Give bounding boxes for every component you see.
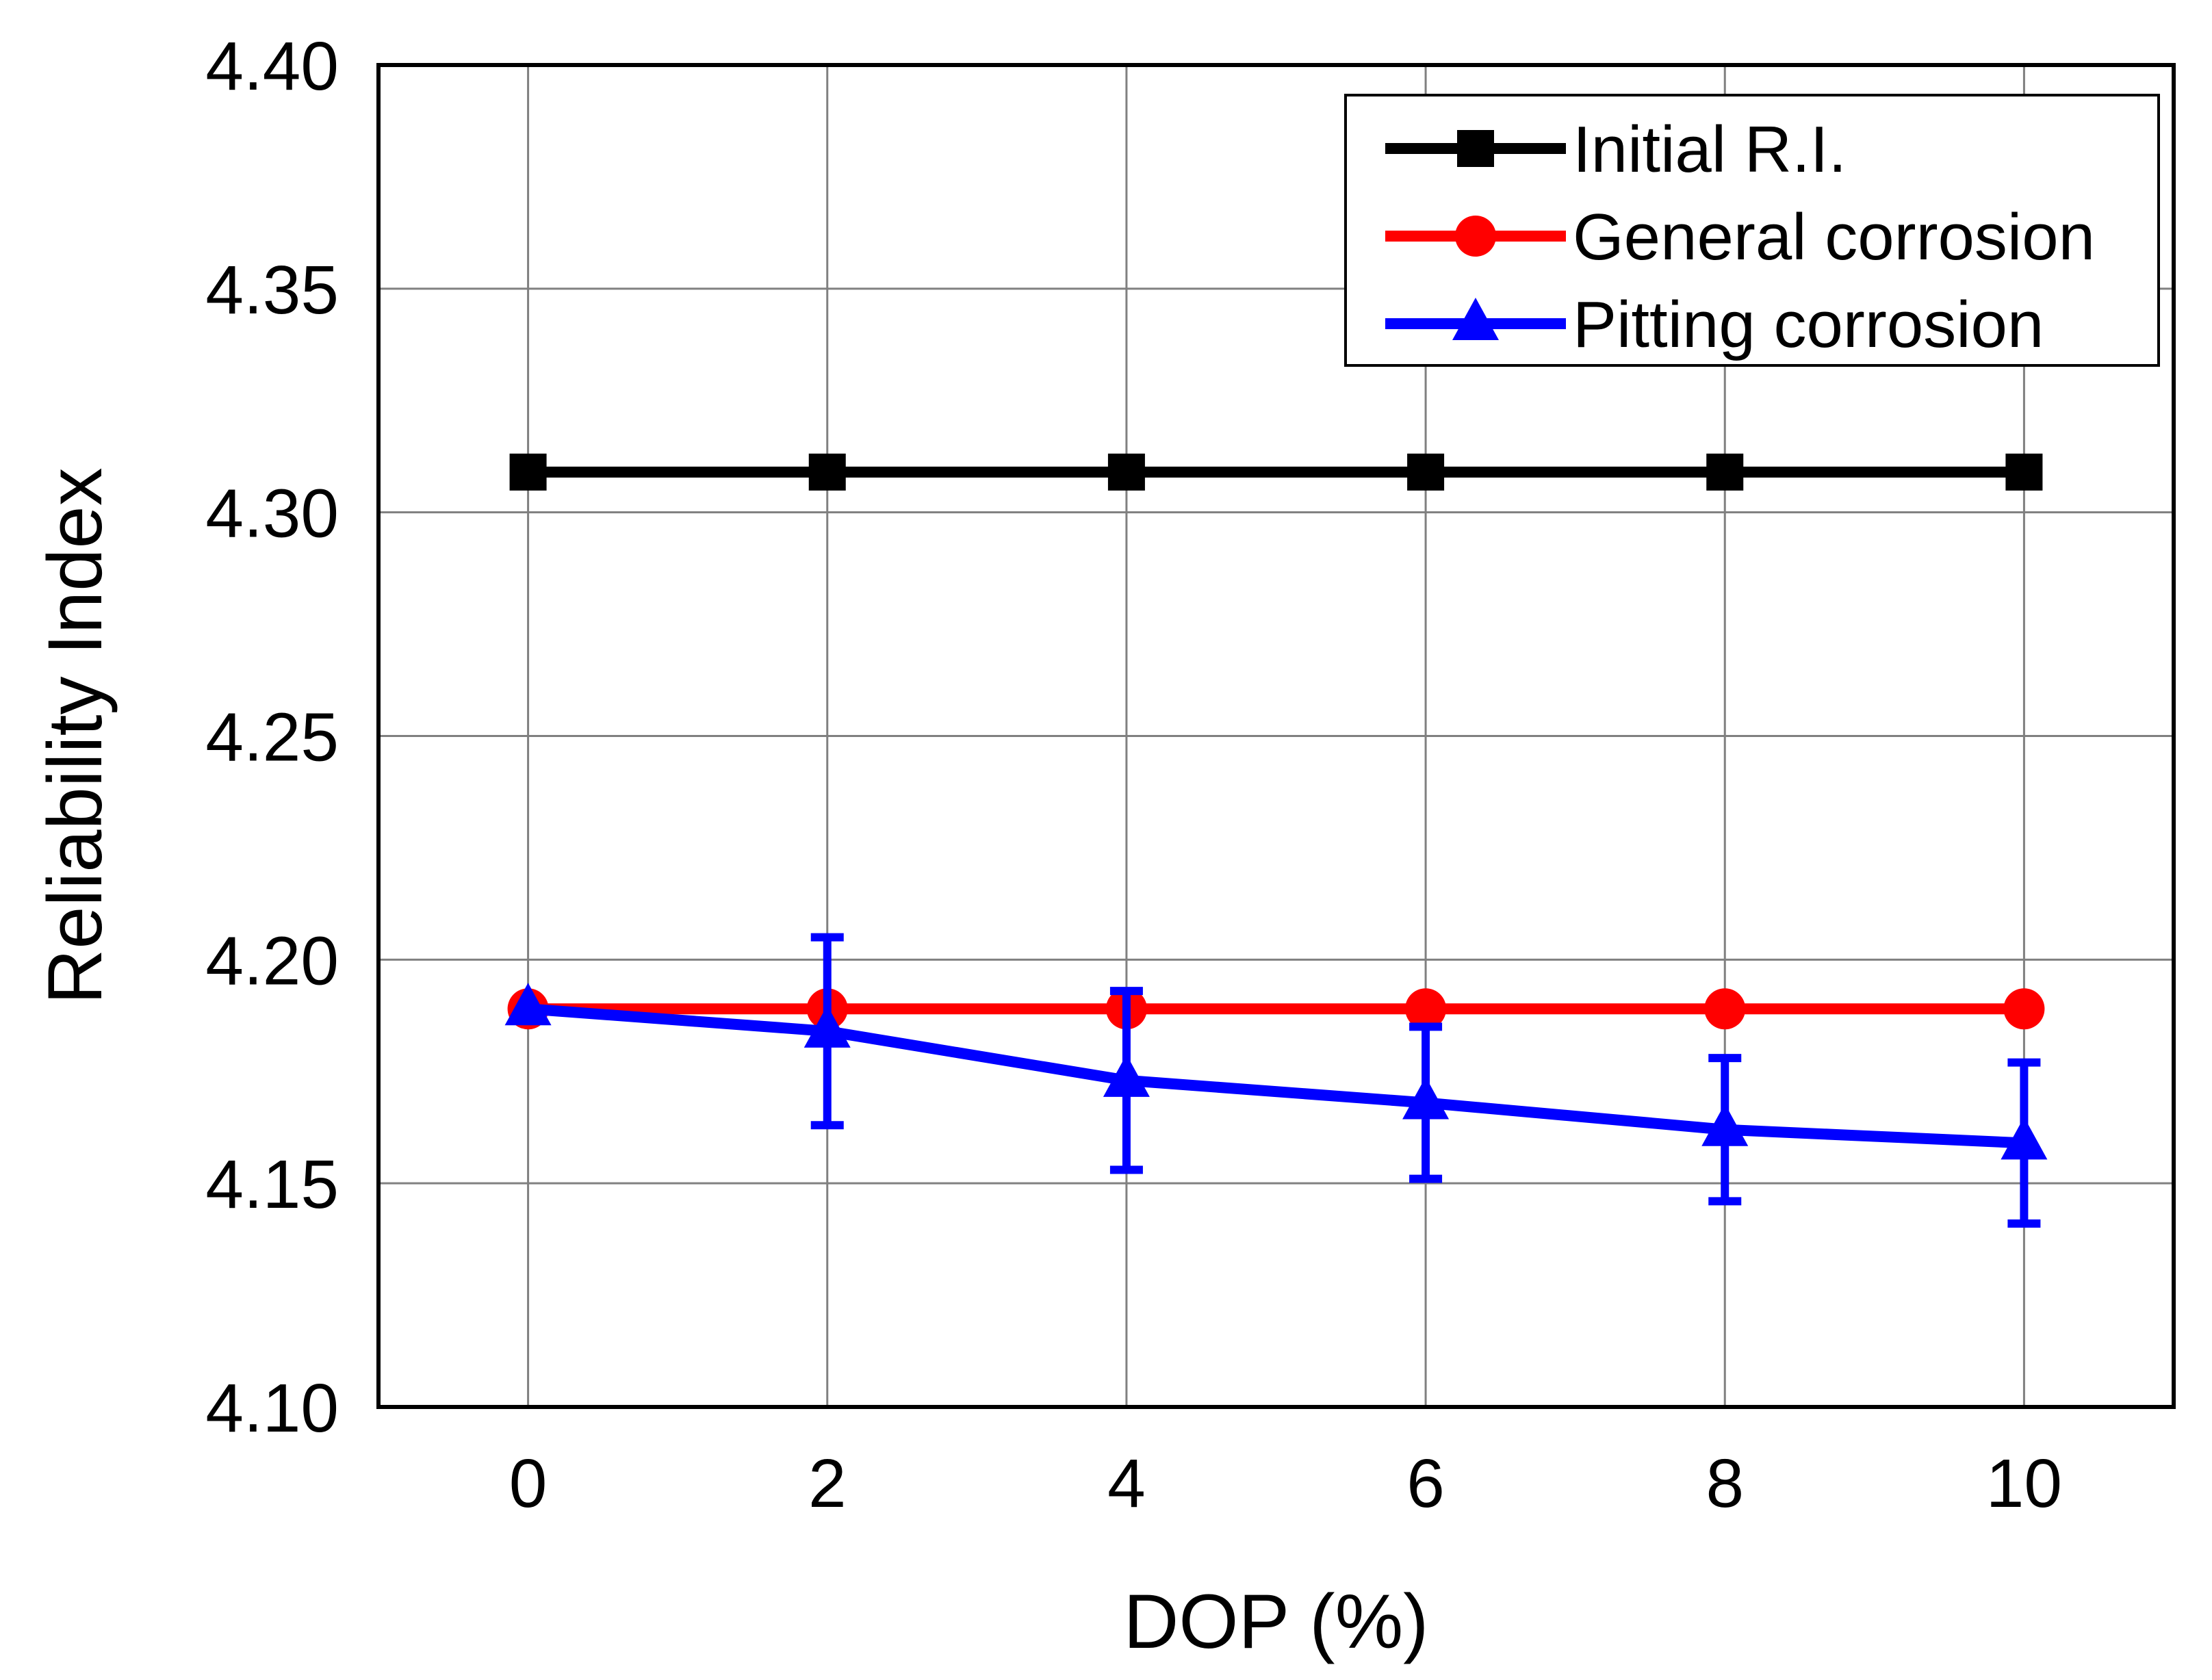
legend-item-pitting-corrosion: Pitting corrosion <box>1385 288 2044 361</box>
legend-item-initial-r-i: Initial R.I. <box>1385 113 1847 186</box>
pitting-corrosion-point <box>2001 1117 2048 1160</box>
y-tick-label: 4.30 <box>205 476 339 552</box>
initial-r-i-point <box>808 453 846 491</box>
x-tick-label: 4 <box>1107 1445 1146 1522</box>
legend: Initial R.I. General corrosion Pitting cor… <box>1344 94 2160 367</box>
pitting-corrosion-point <box>1701 1103 1749 1146</box>
initial-r-i-point <box>1407 453 1445 491</box>
pitting-corrosion-point <box>1103 1054 1150 1097</box>
y-tick-label: 4.40 <box>205 28 339 105</box>
x-tick-label: 0 <box>509 1445 548 1522</box>
legend-label: General corrosion <box>1573 201 2095 274</box>
plot-area-frame <box>376 63 2176 1409</box>
y-tick-label: 4.35 <box>205 252 339 328</box>
pitting-corrosion-point <box>1402 1076 1450 1120</box>
general-corrosion-point <box>1704 988 1746 1030</box>
initial-r-i-point <box>509 453 547 491</box>
legend-items: Initial R.I. General corrosion Pitting cor… <box>1385 113 2095 361</box>
y-tick-label: 4.15 <box>205 1146 339 1223</box>
initial-r-i-point <box>2005 453 2043 491</box>
series-2 <box>504 933 2048 1228</box>
legend-label: Pitting corrosion <box>1573 288 2044 361</box>
data-series <box>504 453 2048 1228</box>
legend-label: Initial R.I. <box>1573 113 1847 186</box>
series-1 <box>507 988 2045 1030</box>
grid-lines <box>378 64 2174 1408</box>
legend-swatch-marker <box>1455 216 1496 257</box>
x-axis-title: DOP (%) <box>1124 1579 1429 1664</box>
y-axis-title: Reliability Index <box>32 467 118 1004</box>
initial-r-i-point <box>1107 453 1145 491</box>
axis-ticks: 0 2 4 6 8 10 4.10 4.15 4.20 4.25 4.30 4.35 4.40 <box>205 28 2062 1522</box>
x-tick-label: 10 <box>1986 1445 2062 1522</box>
pitting-corrosion-point <box>803 1005 851 1048</box>
series-0 <box>509 453 2043 491</box>
legend-item-general-corrosion: General corrosion <box>1385 201 2095 274</box>
legend-swatch-marker <box>1452 298 1499 340</box>
y-tick-label: 4.25 <box>205 699 339 776</box>
pitting-corrosion-line <box>527 1003 2024 1149</box>
y-tick-label: 4.10 <box>205 1370 339 1447</box>
initial-r-i-point <box>1706 453 1744 491</box>
general-corrosion-point <box>1405 988 1447 1030</box>
general-corrosion-point <box>2003 988 2045 1030</box>
y-tick-label: 4.20 <box>205 922 339 999</box>
legend-swatch-marker <box>1457 130 1494 167</box>
pitting-corrosion-point <box>504 983 552 1026</box>
x-tick-label: 6 <box>1406 1445 1445 1522</box>
x-tick-label: 8 <box>1706 1445 1744 1522</box>
x-tick-label: 2 <box>808 1445 847 1522</box>
